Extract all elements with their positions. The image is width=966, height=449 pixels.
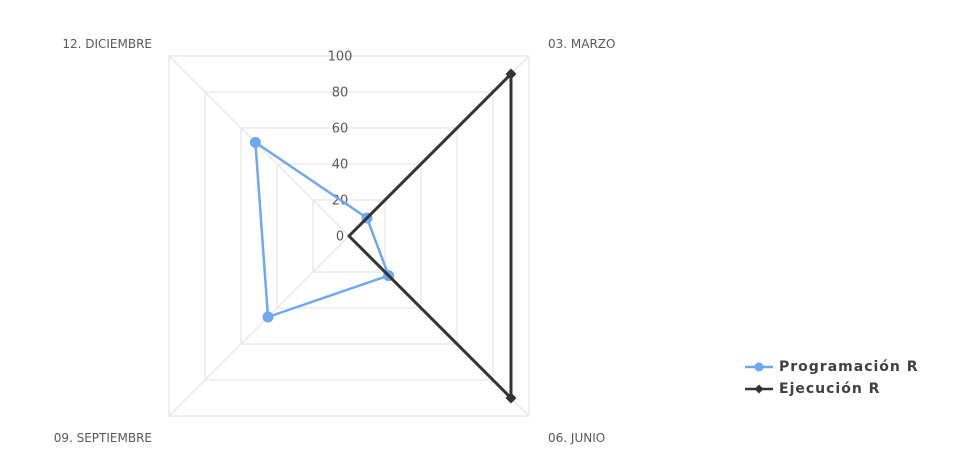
- data-point: [505, 68, 517, 80]
- legend: Programación R Ejecución R: [743, 356, 919, 400]
- data-point: [249, 136, 261, 148]
- data-point: [262, 311, 274, 323]
- legend-marker-diamond-icon: [745, 384, 773, 394]
- legend-label-ejecucion: Ejecución R: [779, 381, 881, 397]
- legend-item-programacion: Programación R: [743, 356, 919, 378]
- series-ejecucion: [347, 68, 517, 404]
- tick-label: 40: [332, 158, 349, 173]
- series-line: [254, 141, 390, 319]
- axis-label-marzo: 03. MARZO: [548, 37, 615, 51]
- tick-label: 80: [332, 86, 349, 101]
- axis-label-layer: 03. MARZO 06. JUNIO 09. SEPTIEMBRE 12. D…: [54, 37, 616, 445]
- grid-spoke: [168, 235, 350, 417]
- axis-label-diciembre: 12. DICIEMBRE: [62, 37, 152, 51]
- axis-label-septiembre: 09. SEPTIEMBRE: [54, 431, 152, 445]
- series-layer: [249, 68, 517, 404]
- axis-label-junio: 06. JUNIO: [548, 431, 605, 445]
- legend-label-programacion: Programación R: [779, 359, 919, 375]
- tick-label: 60: [332, 122, 349, 137]
- tick-label: 100: [328, 50, 353, 65]
- legend-marker-circle-icon: [745, 362, 773, 372]
- series-line: [347, 72, 513, 400]
- legend-item-ejecucion: Ejecución R: [743, 378, 919, 400]
- tick-label: 0: [336, 230, 344, 245]
- series-programacion: [249, 136, 395, 323]
- data-point: [505, 392, 517, 404]
